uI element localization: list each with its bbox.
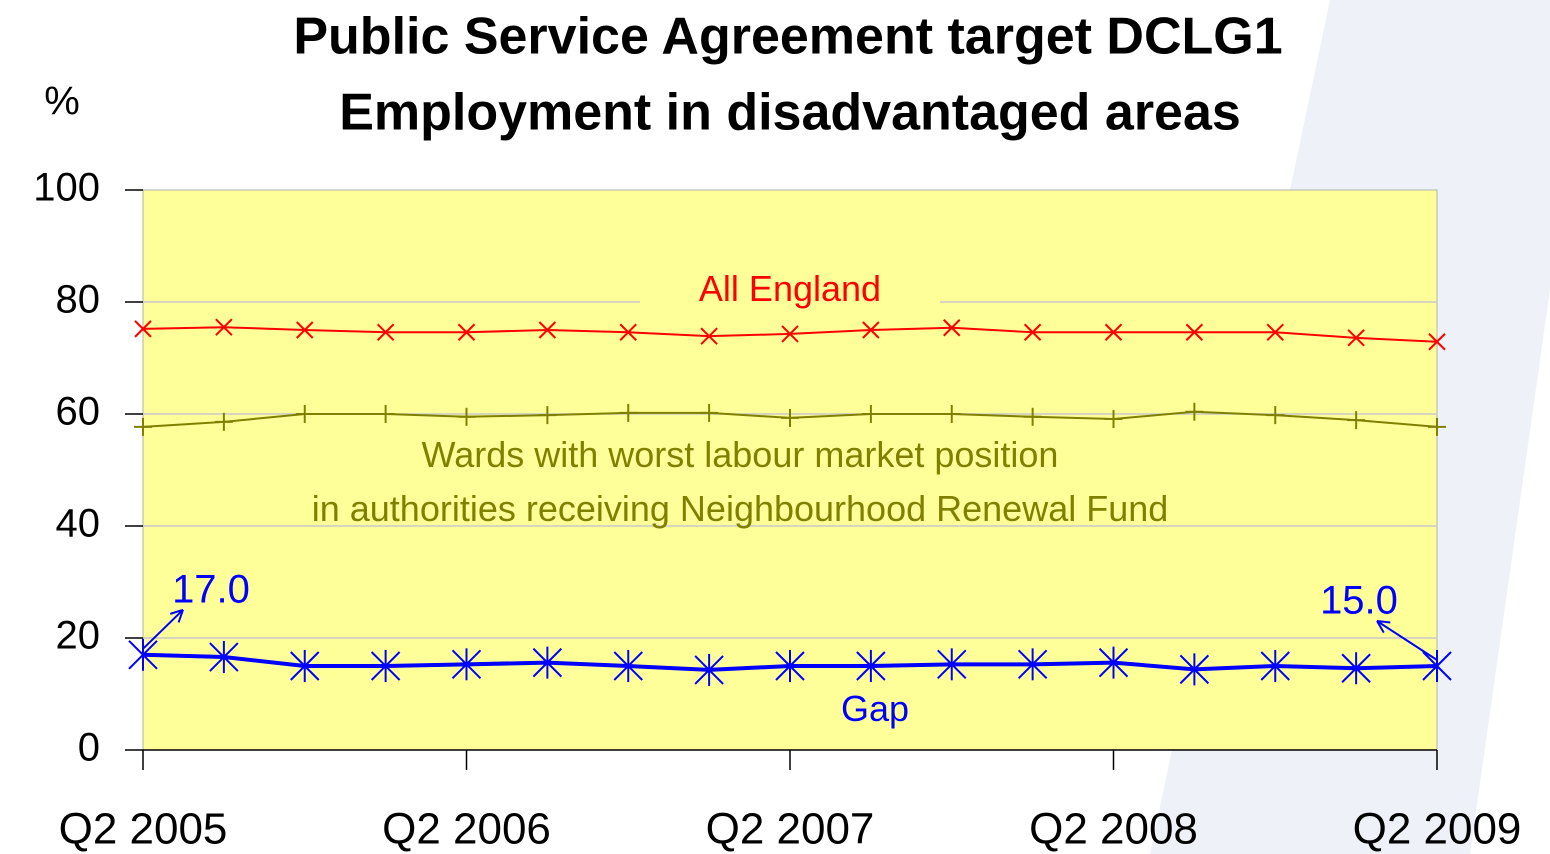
marker — [209, 641, 239, 674]
marker — [781, 325, 799, 343]
marker-stroke — [376, 323, 395, 341]
marker — [1023, 407, 1042, 426]
y-axis-label: % — [44, 80, 80, 124]
marker — [296, 321, 314, 339]
marker — [775, 650, 805, 682]
marker — [532, 646, 563, 679]
chart-title: Public Service Agreement target DCLG1 — [293, 8, 1282, 66]
marker — [1428, 417, 1446, 436]
arrow-head — [1376, 620, 1391, 634]
marker — [134, 417, 152, 436]
marker — [1422, 650, 1452, 682]
marker-stroke — [619, 323, 637, 341]
marker — [370, 650, 401, 682]
marker — [1266, 323, 1284, 341]
marker-stroke — [1185, 323, 1204, 341]
y-tick-label: 40 — [56, 502, 101, 546]
marker — [861, 405, 880, 423]
marker-stroke — [862, 321, 880, 339]
marker — [451, 648, 482, 681]
marker — [1266, 406, 1285, 425]
marker — [128, 638, 158, 671]
marker — [1185, 402, 1204, 421]
marker — [700, 403, 719, 422]
y-tick-label: 0 — [78, 726, 100, 770]
marker — [290, 650, 320, 682]
marker-stroke — [1023, 323, 1042, 341]
y-tick-label: 20 — [56, 614, 101, 658]
marker-stroke — [215, 318, 233, 336]
marker — [694, 653, 724, 686]
marker — [856, 650, 886, 682]
arrow-head — [169, 608, 184, 623]
marker — [1347, 329, 1365, 347]
marker-stroke — [134, 320, 152, 338]
y-tick-label: 60 — [56, 390, 101, 434]
series-label: Wards with worst labour market position … — [311, 434, 1169, 529]
marker-stroke — [781, 325, 799, 343]
data-label: 17.0 — [172, 567, 250, 611]
marker — [613, 650, 643, 682]
y-tick-label: 100 — [33, 166, 100, 210]
x-tick-label: Q2 2005 — [59, 805, 228, 854]
marker — [862, 321, 880, 339]
marker — [376, 405, 395, 423]
marker — [1185, 323, 1204, 341]
chart-subtitle: Employment in disadvantaged areas — [339, 84, 1241, 142]
marker-stroke — [1266, 323, 1284, 341]
marker — [619, 403, 638, 422]
y-tick-label: 80 — [56, 278, 101, 322]
marker — [781, 408, 799, 427]
annotation-arrow — [142, 609, 184, 650]
series-label: Gap — [840, 688, 910, 729]
marker — [538, 406, 557, 425]
data-label: 15.0 — [1320, 579, 1398, 623]
marker — [1104, 410, 1123, 429]
marker-stroke — [700, 327, 718, 345]
marker-stroke — [538, 321, 557, 339]
marker — [1098, 646, 1129, 679]
marker — [1428, 333, 1446, 351]
marker — [457, 323, 476, 341]
marker — [1179, 653, 1210, 686]
x-tick-label: Q2 2006 — [382, 805, 551, 854]
marker — [1341, 652, 1371, 685]
marker — [457, 407, 476, 426]
marker — [1260, 650, 1290, 682]
marker-stroke — [1347, 329, 1365, 347]
marker-stroke — [1428, 333, 1446, 351]
series-label: All England — [640, 262, 940, 316]
marker-stroke — [1104, 323, 1123, 341]
marker — [1347, 411, 1366, 430]
marker — [1023, 323, 1042, 341]
marker — [295, 405, 314, 423]
marker — [134, 320, 152, 338]
marker-stroke — [296, 321, 314, 339]
marker — [376, 323, 395, 341]
marker — [214, 412, 233, 431]
marker — [1104, 323, 1123, 341]
marker-stroke — [457, 323, 476, 341]
marker — [215, 318, 233, 336]
marker-stroke — [943, 319, 961, 337]
marker — [942, 405, 961, 423]
x-tick-label: Q2 2008 — [1029, 805, 1198, 854]
marker — [700, 327, 718, 345]
marker — [937, 648, 967, 681]
marker — [1017, 648, 1048, 681]
marker — [538, 321, 557, 339]
annotation-arrow — [1376, 620, 1438, 661]
x-tick-label: Q2 2009 — [1353, 805, 1522, 854]
marker — [943, 319, 961, 337]
marker — [619, 323, 637, 341]
x-tick-label: Q2 2007 — [706, 805, 875, 854]
